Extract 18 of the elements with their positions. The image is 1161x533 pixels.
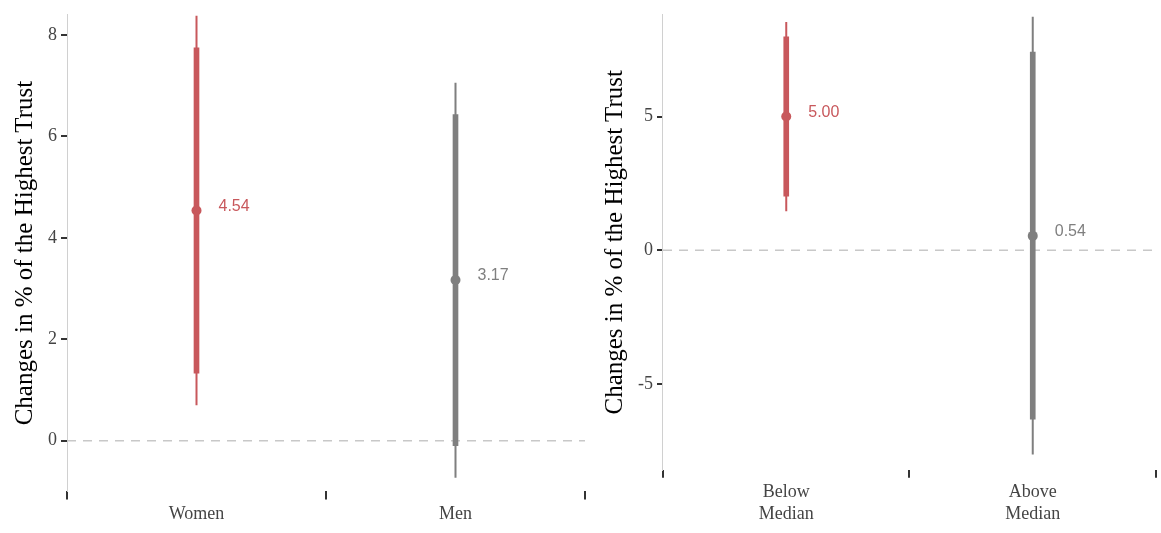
x-tick-label: Women (168, 502, 225, 523)
y-tick-label: 0 (48, 429, 57, 450)
annotation: 0.54 (1054, 222, 1086, 240)
y-axis-title: Changes in % of the Highest Trust (599, 70, 627, 415)
annotation: 4.54 (218, 196, 250, 214)
x-tick-label: Above Median (1005, 481, 1061, 523)
y-tick-label: 8 (48, 23, 57, 44)
annotation: 5.00 (808, 102, 840, 120)
y-tick-label: 0 (643, 239, 653, 260)
y-tick-label: 4 (48, 226, 57, 247)
y-tick-label: 2 (48, 328, 57, 349)
x-tick-label: Below Median (758, 481, 814, 523)
x-tick-label: Men (439, 502, 472, 523)
y-tick-label: -5 (637, 372, 653, 393)
y-tick-label: 6 (48, 125, 57, 146)
annotation: 3.17 (477, 266, 509, 284)
y-axis-title: Changes in % of the Highest Trust (9, 80, 37, 426)
y-tick-label: 5 (643, 105, 653, 126)
